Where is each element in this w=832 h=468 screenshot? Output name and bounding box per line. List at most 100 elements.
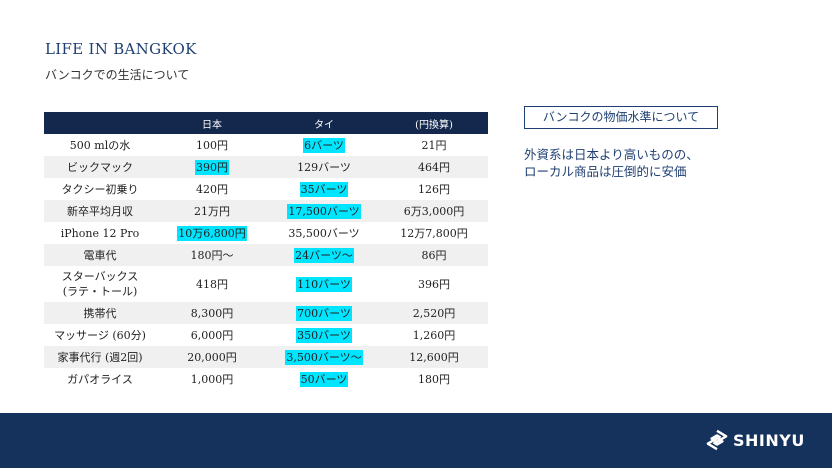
price-cell-thai: 50バーツ xyxy=(268,368,380,390)
price-value: 350バーツ xyxy=(296,328,352,343)
price-cell-thai: 6バーツ xyxy=(268,134,380,156)
row-item-label: ビックマック xyxy=(44,156,156,178)
table-row: マッサージ (60分) 6,000円 350バーツ 1,260円 xyxy=(44,324,488,346)
table-row: スターバックス (ラテ・トール) 418円 110バーツ 396円 xyxy=(44,266,488,302)
price-cell-yen: 12,600円 xyxy=(380,346,488,368)
item-name: 新卒平均月収 xyxy=(67,205,133,218)
table-header-row: 日本 タイ (円換算) xyxy=(44,112,488,134)
price-value: 20,000円 xyxy=(187,351,237,364)
price-cell-japan: 20,000円 xyxy=(156,346,268,368)
price-cell-japan: 21万円 xyxy=(156,200,268,222)
price-value: 1,260円 xyxy=(412,329,456,342)
note-text: 外資系は日本より高いものの、 ローカル商品は圧倒的に安価 xyxy=(524,146,699,180)
item-name: 家事代行 (週2回) xyxy=(57,351,143,364)
price-cell-japan: 180円～ xyxy=(156,244,268,266)
price-comparison-table: 日本 タイ (円換算) 500 mlの水 100円 6バーツ 21円ビックマック 390… xyxy=(44,112,488,390)
item-name: タクシー初乗り xyxy=(61,183,139,196)
price-value: 6バーツ xyxy=(303,138,345,153)
price-cell-yen: 464円 xyxy=(380,156,488,178)
row-item-label: 電車代 xyxy=(44,244,156,266)
price-value: 35バーツ xyxy=(299,182,349,197)
price-value: 180円～ xyxy=(190,249,234,262)
row-item-label: 携帯代 xyxy=(44,302,156,324)
item-name: 携帯代 xyxy=(83,307,117,320)
price-cell-japan: 420円 xyxy=(156,178,268,200)
price-cell-japan: 8,300円 xyxy=(156,302,268,324)
price-cell-thai: 35,500バーツ xyxy=(268,222,380,244)
item-name: ガパオライス xyxy=(67,373,133,386)
price-cell-yen: 12万7,800円 xyxy=(380,222,488,244)
price-cell-yen: 126円 xyxy=(380,178,488,200)
row-item-label: 新卒平均月収 xyxy=(44,200,156,222)
page-subtitle: バンコクでの生活について xyxy=(45,68,190,82)
price-value: 396円 xyxy=(418,277,450,291)
table-row: 新卒平均月収 21万円 17,500バーツ 6万3,000円 xyxy=(44,200,488,222)
price-value: 6,000円 xyxy=(190,329,234,342)
column-header-japan: 日本 xyxy=(156,112,268,134)
note-line: 外資系は日本より高いものの、 xyxy=(524,147,699,162)
column-header-thai: タイ xyxy=(268,112,380,134)
price-value: 126円 xyxy=(418,183,450,196)
price-value: 50バーツ xyxy=(299,372,349,387)
price-value: 3,500バーツ～ xyxy=(285,350,363,365)
price-value: 100円 xyxy=(196,139,228,152)
price-value: 10万6,800円 xyxy=(177,226,247,241)
price-cell-yen: 21円 xyxy=(380,134,488,156)
price-value: 418円 xyxy=(196,277,228,291)
row-item-label: タクシー初乗り xyxy=(44,178,156,200)
price-value: 180円 xyxy=(418,373,450,386)
price-cell-japan: 10万6,800円 xyxy=(156,222,268,244)
table-row: ビックマック 390円 129バーツ 464円 xyxy=(44,156,488,178)
price-value: 12,600円 xyxy=(409,351,459,364)
price-value: 21円 xyxy=(421,139,447,152)
price-value: 17,500バーツ xyxy=(287,204,361,219)
row-item-label: iPhone 12 Pro xyxy=(44,222,156,244)
footer-bar xyxy=(0,413,832,468)
table-row: 電車代 180円～ 24バーツ～ 86円 xyxy=(44,244,488,266)
price-cell-thai: 110バーツ xyxy=(268,266,380,302)
table-row: 500 mlの水 100円 6バーツ 21円 xyxy=(44,134,488,156)
price-cell-yen: 396円 xyxy=(380,266,488,302)
price-value: 129バーツ xyxy=(297,161,351,174)
price-cell-thai: 350バーツ xyxy=(268,324,380,346)
price-value: 24バーツ～ xyxy=(294,248,354,263)
table-row: 家事代行 (週2回) 20,000円 3,500バーツ～ 12,600円 xyxy=(44,346,488,368)
item-name: 電車代 xyxy=(83,249,117,262)
price-value: 21万円 xyxy=(194,205,230,218)
item-name: ビックマック xyxy=(67,161,133,174)
price-value: 110バーツ xyxy=(296,276,352,292)
row-item-label: 家事代行 (週2回) xyxy=(44,346,156,368)
table-row: 携帯代 8,300円 700バーツ 2,520円 xyxy=(44,302,488,324)
table-body: 500 mlの水 100円 6バーツ 21円ビックマック 390円 129バーツ 464円タ… xyxy=(44,134,488,390)
price-cell-yen: 1,260円 xyxy=(380,324,488,346)
price-cell-yen: 6万3,000円 xyxy=(380,200,488,222)
note-line: ローカル商品は圧倒的に安価 xyxy=(524,164,687,179)
price-cell-thai: 129バーツ xyxy=(268,156,380,178)
table-row: iPhone 12 Pro 10万6,800円 35,500バーツ 12万7,800円 xyxy=(44,222,488,244)
price-cell-thai: 700バーツ xyxy=(268,302,380,324)
price-cell-yen: 86円 xyxy=(380,244,488,266)
company-logo: SHINYU xyxy=(706,428,805,452)
item-detail: (ラテ・トール) xyxy=(62,285,138,298)
price-value: 1,000円 xyxy=(190,373,234,386)
price-cell-japan: 390円 xyxy=(156,156,268,178)
page-title: LIFE IN BANGKOK xyxy=(45,40,197,58)
price-cell-yen: 2,520円 xyxy=(380,302,488,324)
price-cell-thai: 35バーツ xyxy=(268,178,380,200)
price-value: 6万3,000円 xyxy=(403,205,465,218)
column-header-yen: (円換算) xyxy=(380,112,488,134)
price-cell-japan: 1,000円 xyxy=(156,368,268,390)
price-value: 700バーツ xyxy=(296,306,352,321)
price-cell-japan: 418円 xyxy=(156,266,268,302)
price-cell-thai: 3,500バーツ～ xyxy=(268,346,380,368)
price-value: 86円 xyxy=(421,249,447,262)
table-row: ガパオライス 1,000円 50バーツ 180円 xyxy=(44,368,488,390)
price-cell-thai: 24バーツ～ xyxy=(268,244,380,266)
price-cell-japan: 6,000円 xyxy=(156,324,268,346)
price-cell-japan: 100円 xyxy=(156,134,268,156)
price-value: 2,520円 xyxy=(412,307,456,320)
note-heading-box: バンコクの物価水準について xyxy=(524,106,718,129)
price-value: 12万7,800円 xyxy=(400,227,468,240)
item-name: スターバックス xyxy=(61,270,139,283)
row-item-label: 500 mlの水 xyxy=(44,134,156,156)
